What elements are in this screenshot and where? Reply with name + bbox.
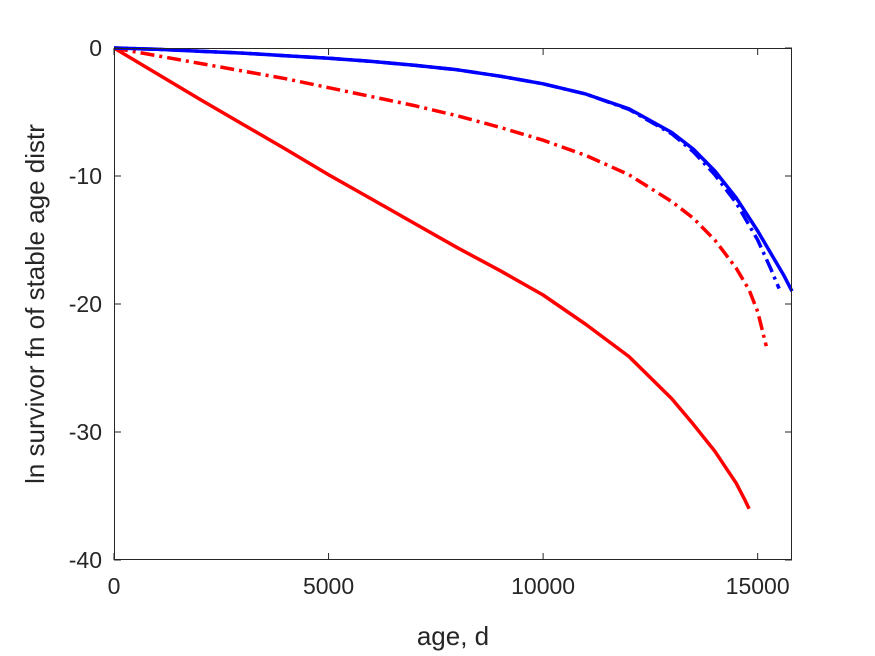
x-tick-label: 0 (108, 573, 121, 599)
series-layer (113, 46, 794, 510)
y-tick-label: -20 (69, 291, 102, 317)
plot-background (114, 48, 792, 560)
series-line-4 (113, 46, 794, 293)
y-tick-label: -40 (69, 547, 102, 573)
x-tick-label: 15000 (726, 573, 790, 599)
y-axis: 0 -10 -20 -30 -40 (69, 35, 792, 573)
x-axis-title: age, d (417, 621, 489, 651)
series-line-1 (113, 46, 751, 510)
y-tick-label: 0 (89, 35, 102, 61)
y-tick-label: -30 (69, 419, 102, 445)
y-tick-label: -10 (69, 163, 102, 189)
x-tick-label: 5000 (303, 573, 354, 599)
x-tick-label: 10000 (511, 573, 575, 599)
series-line-2 (113, 46, 768, 347)
x-axis: 0 5000 10000 15000 (108, 48, 790, 599)
y-axis-title: ln survivor fn of stable age distr (20, 124, 50, 484)
